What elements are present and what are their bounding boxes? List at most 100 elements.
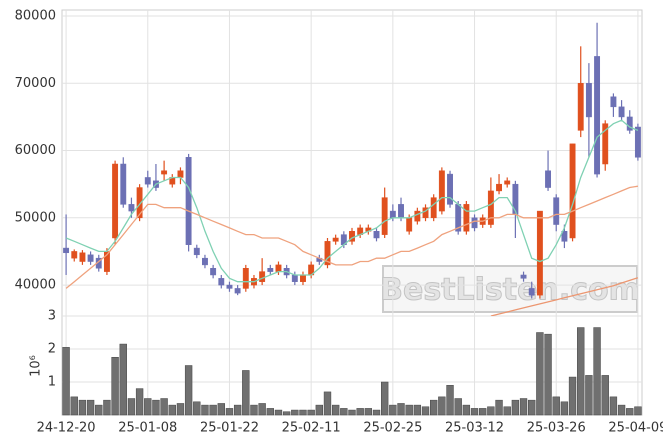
volume-bar (528, 399, 536, 416)
volume-bar (184, 365, 193, 416)
candle-body (185, 157, 192, 245)
x-tick-label: 25-02-11 (282, 421, 341, 436)
candle-body (577, 83, 584, 131)
x-tick-label: 24-12-20 (37, 421, 96, 436)
candle-body (561, 231, 568, 242)
candle-body (112, 163, 119, 239)
volume-bar (560, 401, 569, 416)
y-tick-label: 60000 (15, 143, 56, 158)
candle-body (438, 170, 445, 212)
volume-bar (438, 396, 446, 416)
volume-bar (340, 408, 348, 416)
candle-body (136, 187, 143, 219)
volume-bar (135, 388, 144, 416)
candle-body (585, 83, 592, 118)
candle-body (79, 252, 86, 262)
volume-bar (405, 404, 413, 416)
candle-body (520, 274, 527, 279)
candle-body (569, 143, 576, 239)
candle-body (259, 271, 266, 282)
volume-bar (593, 327, 601, 416)
volume-bar (462, 404, 471, 416)
volume-bar (626, 408, 634, 416)
volume-bar (356, 408, 364, 416)
volume-bar (446, 385, 454, 416)
volume-bar (258, 403, 266, 416)
candle-body (602, 123, 609, 165)
volume-bar (95, 404, 103, 416)
y-tick-label: 40000 (15, 278, 56, 293)
candle-body (218, 278, 225, 286)
candle-body (291, 274, 298, 282)
volume-bar (70, 396, 78, 416)
moving-average (490, 277, 639, 316)
candle-body (144, 177, 151, 185)
candle-body (226, 284, 233, 289)
candle-body (267, 268, 274, 272)
candle-body (202, 257, 208, 266)
volume-bar (577, 327, 585, 416)
volume-bar (372, 409, 381, 416)
watermark: BestListen.com (380, 273, 640, 308)
volume-bar (479, 408, 487, 416)
volume-bar (487, 406, 495, 416)
volume-bar (78, 399, 87, 416)
candle-body (626, 116, 633, 131)
volume-bar (111, 357, 119, 416)
candle-body (177, 170, 184, 178)
x-tick-label: 25-01-08 (118, 421, 177, 436)
candle-body (487, 190, 494, 225)
volume-bar (209, 404, 217, 416)
volume-bar (397, 403, 405, 416)
volume-bar (470, 408, 479, 416)
volume-bar (168, 404, 176, 416)
candle-body (528, 288, 535, 296)
volume-axis-label: 10⁶ (29, 355, 44, 377)
volume-bar (430, 399, 438, 416)
volume-tick-label: 1 (48, 375, 56, 390)
volume-bar (225, 408, 234, 416)
candle-body (63, 247, 70, 254)
candle-body (120, 163, 127, 205)
volume-bar (176, 403, 185, 416)
candle-body (634, 126, 641, 158)
candle-body (275, 264, 282, 272)
candle-body (193, 247, 200, 256)
candle-body (128, 204, 135, 212)
volume-bar (233, 404, 242, 416)
candle-body (332, 237, 339, 242)
volume-bar (609, 396, 618, 416)
volume-bar (250, 404, 258, 416)
candle-body (234, 288, 241, 294)
moving-average (65, 119, 639, 283)
candle-body (210, 268, 217, 276)
candle-body (594, 56, 601, 175)
volume-bar (331, 404, 340, 416)
volume-tick-label: 2 (48, 342, 56, 357)
volume-bar (503, 406, 511, 416)
candle-body (300, 274, 306, 282)
candle-body (496, 183, 502, 192)
volume-bar (536, 332, 544, 416)
volume-bar (299, 409, 307, 416)
volume-bar (364, 408, 373, 416)
candle-body (504, 180, 511, 185)
candle-body (389, 210, 396, 219)
moving-average (65, 185, 639, 289)
volume-bar (634, 406, 642, 416)
volume-bar (217, 403, 225, 416)
volume-bar (144, 398, 152, 416)
candle-body (406, 217, 413, 232)
y-tick-label: 50000 (15, 210, 56, 225)
candle-body (373, 231, 380, 239)
volume-bar (62, 347, 70, 416)
volume-bar (617, 404, 626, 416)
volume-bar (421, 406, 430, 416)
volume-bar (193, 401, 201, 416)
volume-bar (282, 411, 291, 416)
y-tick-label: 70000 (15, 76, 56, 91)
y-tick-label: 80000 (15, 9, 56, 24)
volume-bar (552, 396, 560, 416)
x-tick-label: 25-04-09 (608, 421, 663, 436)
